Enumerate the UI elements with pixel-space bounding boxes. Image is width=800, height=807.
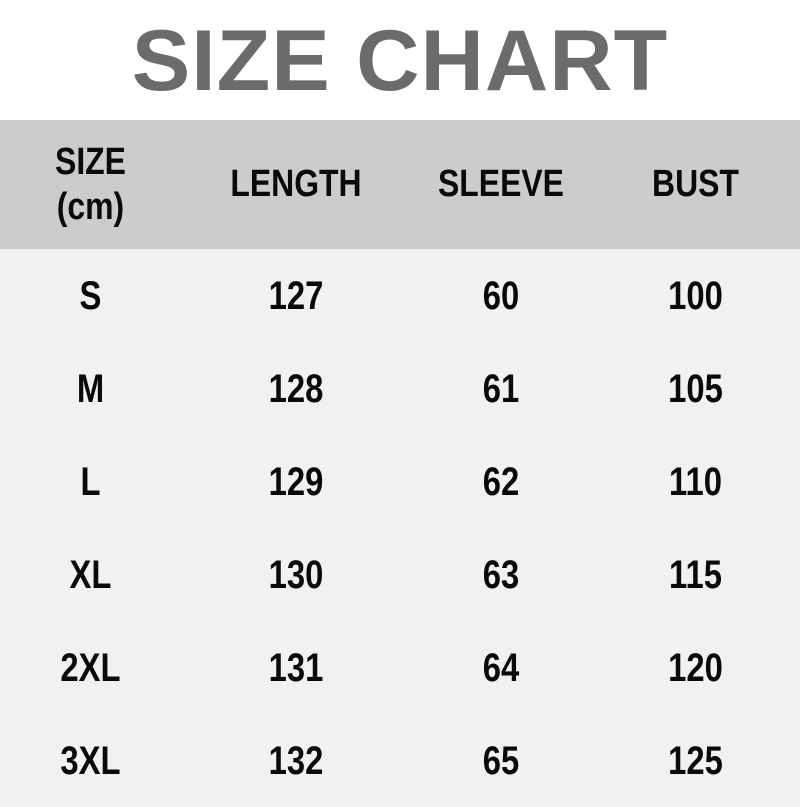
cell-size: XL — [69, 552, 112, 597]
cell-length: 128 — [268, 366, 324, 411]
cell-length: 127 — [268, 273, 324, 318]
cell-length: 132 — [268, 738, 324, 783]
cell-length: 130 — [268, 552, 324, 597]
column-header-size: SIZE (cm) — [14, 140, 166, 228]
cell-bust: 125 — [668, 738, 723, 783]
column-header-length: LENGTH — [230, 163, 362, 206]
cell-sleeve: 63 — [482, 552, 520, 597]
column-header-bust: BUST — [652, 163, 739, 206]
cell-size: 2XL — [60, 645, 121, 690]
cell-sleeve: 61 — [482, 366, 520, 411]
title-band: SIZE CHART — [0, 0, 800, 120]
table-header-row: SIZE (cm) LENGTH SLEEVE BUST — [0, 120, 800, 249]
cell-size: L — [80, 459, 101, 504]
cell-sleeve: 62 — [482, 459, 520, 504]
cell-size: S — [79, 273, 102, 318]
cell-length: 129 — [268, 459, 324, 504]
table-row: S 127 60 100 — [0, 249, 800, 342]
column-header-size-label: SIZE — [55, 141, 126, 184]
table-row: L 129 62 110 — [0, 435, 800, 528]
cell-bust: 100 — [668, 273, 723, 318]
cell-bust: 105 — [668, 366, 723, 411]
size-chart-table: SIZE (cm) LENGTH SLEEVE BUST S 127 60 10… — [0, 120, 800, 807]
cell-bust: 120 — [668, 645, 723, 690]
table-row: M 128 61 105 — [0, 342, 800, 435]
cell-size: 3XL — [60, 738, 121, 783]
table-row: 2XL 131 64 120 — [0, 621, 800, 714]
cell-length: 131 — [268, 645, 324, 690]
cell-bust: 110 — [669, 459, 722, 504]
cell-sleeve: 64 — [482, 645, 520, 690]
cell-bust: 115 — [669, 552, 722, 597]
cell-sleeve: 60 — [482, 273, 520, 318]
cell-sleeve: 65 — [482, 738, 520, 783]
column-header-sleeve: SLEEVE — [438, 163, 564, 206]
table-row: 3XL 132 65 125 — [0, 714, 800, 807]
table-row: XL 130 63 115 — [0, 528, 800, 621]
column-header-size-unit: (cm) — [56, 185, 125, 228]
cell-size: M — [76, 366, 105, 411]
page-title: SIZE CHART — [131, 13, 669, 109]
